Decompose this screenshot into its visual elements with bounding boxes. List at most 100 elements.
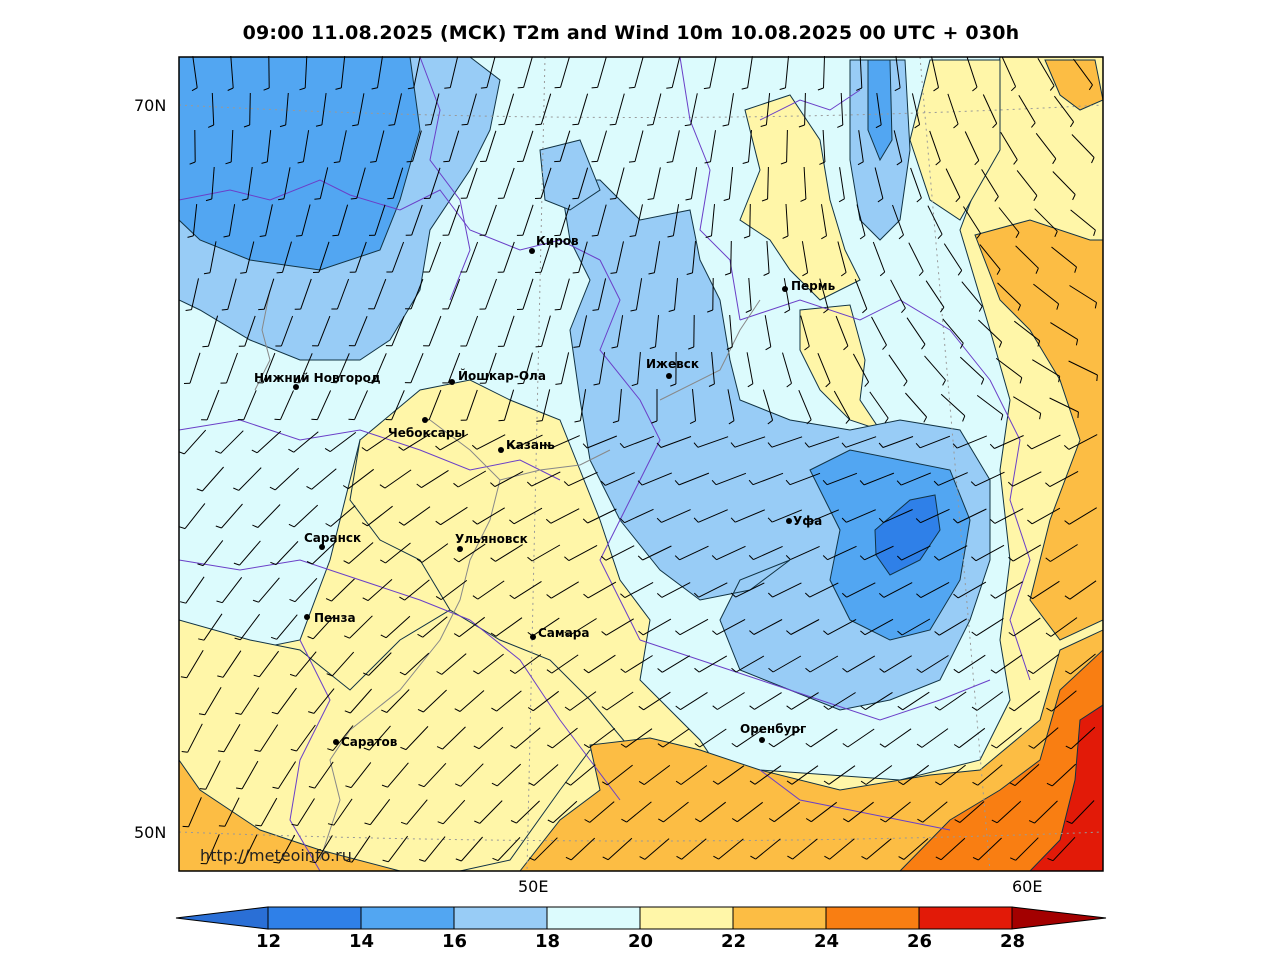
wind-barb (931, 56, 939, 88)
wind-barb-tick (289, 598, 296, 603)
wind-barb-tick (817, 87, 824, 91)
wind-barb (531, 544, 561, 562)
wind-barb (496, 763, 522, 787)
wind-barb-tick (731, 667, 737, 673)
wind-barb (883, 582, 913, 598)
wind-barb-tick (767, 419, 773, 425)
wind-barb-tick (509, 594, 515, 600)
wind-barb (729, 314, 733, 348)
wind-barb-tick (877, 198, 884, 203)
wind-barb (728, 93, 734, 125)
wind-barb-tick (272, 786, 279, 789)
wind-barb (1070, 209, 1096, 231)
wind-barb (392, 167, 404, 199)
wind-barb-tick (656, 593, 663, 598)
wind-barb (332, 725, 354, 751)
wind-barb-tick (785, 555, 791, 560)
wind-barb-tick (197, 563, 204, 567)
wind-barb (810, 728, 838, 748)
wind-barb (205, 760, 221, 790)
wind-barb-tick (1091, 157, 1095, 164)
city-orenburg: Оренбург (740, 722, 806, 743)
wind-barb (1050, 544, 1078, 562)
wind-barb (485, 278, 497, 310)
wind-barb-tick (600, 480, 606, 486)
wind-barb (672, 204, 680, 236)
wind-barb (329, 431, 357, 453)
wind-barb (828, 765, 856, 785)
city-cheboksary: Чебоксары (388, 417, 465, 440)
wind-barb-tick (278, 198, 285, 201)
wind-barb (966, 56, 978, 88)
wind-barb-tick (218, 825, 225, 827)
wind-barb-tick (179, 526, 186, 530)
wind-barb-tick (325, 598, 332, 602)
wind-barb (356, 167, 366, 199)
wind-barb-tick (269, 486, 276, 491)
wind-barb-tick (362, 597, 369, 602)
wind-barb-tick (1094, 302, 1097, 309)
wind-barb (192, 56, 198, 88)
wind-barb (587, 508, 617, 524)
wind-barb-tick (630, 309, 637, 312)
wind-barb (479, 800, 503, 824)
wind-barb (1051, 246, 1077, 268)
wind-barb (259, 724, 279, 752)
wind-barb (552, 800, 578, 824)
wind-barb (653, 167, 661, 199)
wind-barb-tick (196, 488, 203, 492)
wind-barb (846, 655, 876, 673)
wind-barb-tick (742, 161, 749, 164)
wind-barb-tick (878, 517, 884, 523)
wind-barb (803, 166, 807, 200)
wind-barb (588, 728, 616, 748)
wind-barb-tick (864, 381, 869, 387)
wind-barb (540, 93, 552, 125)
wind-barb-tick (416, 483, 422, 489)
wind-barb-tick (254, 749, 261, 752)
wind-barb (578, 241, 588, 273)
wind-barb (577, 167, 589, 199)
wind-barb (411, 204, 423, 236)
colorbar-tick: 12 (256, 931, 282, 952)
wind-barb-tick (453, 557, 459, 563)
wind-barb (280, 390, 294, 420)
wind-barb-tick (547, 819, 554, 824)
wind-barb (257, 504, 281, 528)
wind-barb (783, 278, 791, 310)
wind-barb (540, 241, 552, 273)
wind-barb (551, 654, 579, 674)
wind-barb (890, 279, 906, 309)
wind-barb (1050, 322, 1078, 340)
temperature-field (179, 57, 1103, 871)
wind-barb-tick (611, 346, 618, 349)
wind-barb (1049, 397, 1079, 413)
wind-barb-tick (327, 748, 334, 751)
wind-barb-tick (491, 707, 497, 712)
wind-barb (302, 130, 310, 162)
wind-barb (939, 691, 967, 711)
wind-barb (391, 241, 405, 273)
wind-barb-tick (989, 443, 995, 449)
wind-barb-tick (656, 517, 662, 523)
wind-barb (605, 545, 635, 561)
wind-barb (283, 167, 291, 199)
wind-barb (350, 762, 372, 788)
svg-text:Казань: Казань (506, 438, 555, 452)
wind-barb-tick (472, 520, 478, 525)
wind-barb-tick (901, 307, 906, 314)
wind-barb (903, 838, 929, 860)
wind-barb (679, 545, 709, 561)
wind-barb (828, 692, 856, 710)
wind-barb (187, 723, 203, 753)
wind-barb-tick (971, 706, 978, 711)
wind-barb (276, 614, 298, 640)
wind-barb-tick (953, 593, 959, 599)
wind-barb (394, 93, 402, 125)
wind-barb-tick (1031, 122, 1036, 128)
wind-barb (618, 389, 622, 421)
wind-barb (767, 166, 769, 200)
wind-barb-tick (591, 86, 598, 89)
wind-barb (523, 352, 533, 384)
wind-barb (835, 315, 849, 347)
